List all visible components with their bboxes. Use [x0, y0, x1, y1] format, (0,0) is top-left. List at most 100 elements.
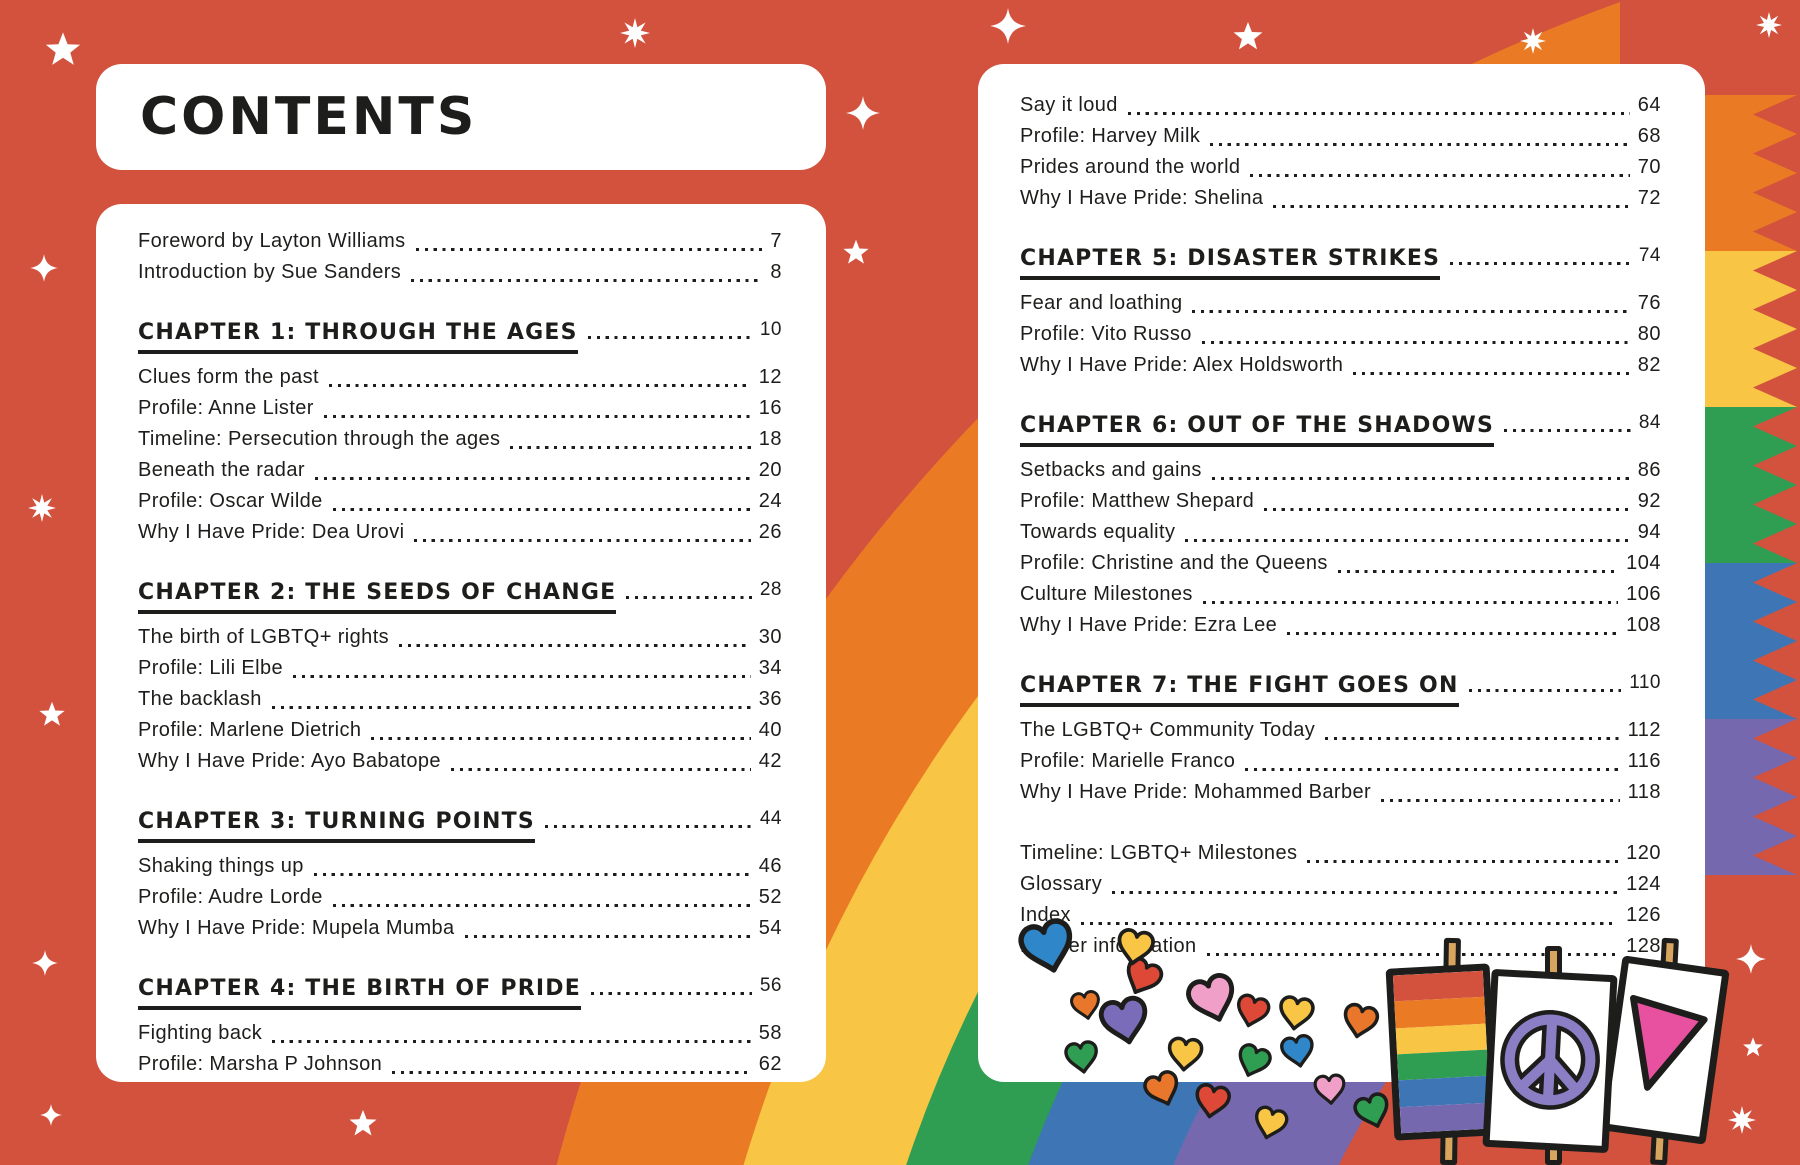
sparkle-icons [28, 8, 1782, 1136]
toc-entry-row: Profile: Matthew Shepard 92 [1020, 486, 1661, 517]
chapter-heading: CHAPTER 7: THE FIGHT GOES ON [1020, 674, 1459, 707]
toc-chapter-row: CHAPTER 5: DISASTER STRIKES 74 [1020, 240, 1661, 280]
star5-sparkle-icon [39, 701, 65, 726]
page-number: 42 [758, 750, 782, 772]
page-number: 110 [1629, 672, 1661, 693]
toc-entry-row: Why I Have Pride: Ezra Lee 108 [1020, 610, 1661, 641]
dotted-leader [1206, 952, 1619, 956]
toc-right-column: Say it loud 64 Profile: Harvey Milk 68 Pride… [1020, 90, 1661, 962]
slim4-sparkle-icon [32, 950, 58, 976]
dotted-leader [1185, 538, 1630, 542]
page-number: 16 [758, 397, 782, 419]
entry-label: Glossary [1020, 873, 1103, 895]
slim4-sparkle-icon [1736, 944, 1766, 974]
page-number: 28 [759, 579, 782, 600]
toc-entry-row: The LGBTQ+ Community Today 112 [1020, 715, 1661, 746]
slim4-sparkle-icon [846, 96, 880, 130]
toc-entry-row: Profile: Anne Lister 16 [138, 393, 782, 424]
page-number: 64 [1637, 94, 1661, 116]
page-number: 108 [1626, 614, 1661, 636]
dotted-leader [1127, 111, 1630, 115]
toc-entry-row: Index 126 [1020, 900, 1661, 931]
dotted-leader [450, 767, 751, 771]
toc-entry-row: Profile: Vito Russo 80 [1020, 319, 1661, 350]
dotted-leader [1080, 921, 1619, 925]
dotted-leader [1245, 767, 1620, 771]
dotted-leader [544, 824, 752, 828]
entry-label: Towards equality [1020, 521, 1176, 543]
page-number: 80 [1637, 323, 1661, 345]
toc-entry-row: Shaking things up 46 [138, 851, 782, 882]
toc-entry-row: Towards equality 94 [1020, 517, 1661, 548]
page-number: 118 [1627, 781, 1661, 803]
toc-entry-row: Why I Have Pride: Mupela Mumba 54 [138, 913, 782, 944]
burst8-sparkle-icon [1520, 28, 1546, 54]
dotted-leader [1264, 507, 1630, 511]
toc-entry-row: Prides around the world 70 [1020, 152, 1661, 183]
toc-chapter-row: CHAPTER 2: THE SEEDS OF CHANGE 28 [138, 574, 782, 614]
dotted-leader [587, 335, 752, 339]
toc-left-card: Foreword by Layton Williams 7 Introduction… [96, 204, 826, 1082]
toc-entry-row: Setbacks and gains 86 [1020, 455, 1661, 486]
dotted-leader [332, 903, 751, 907]
dotted-leader [1337, 569, 1619, 573]
page-number: 86 [1637, 459, 1661, 481]
toc-entry-row: Fear and loathing 76 [1020, 288, 1661, 319]
toc-entry-row: Profile: Marielle Franco 116 [1020, 746, 1661, 777]
dotted-leader [1211, 476, 1630, 480]
dotted-leader [1201, 340, 1630, 344]
page-number: 18 [758, 428, 782, 450]
entry-label: Foreword by Layton Williams [138, 230, 406, 252]
page-number: 128 [1626, 935, 1661, 957]
dotted-leader [1468, 688, 1622, 692]
page-number: 92 [1637, 490, 1661, 512]
toc-entry-row: Why I Have Pride: Alex Holdsworth 82 [1020, 350, 1661, 381]
dotted-leader [1287, 631, 1619, 635]
page-number: 44 [759, 808, 782, 829]
page-number: 72 [1637, 187, 1661, 209]
toc-chapter-row: CHAPTER 6: OUT OF THE SHADOWS 84 [1020, 407, 1661, 447]
dotted-leader [411, 278, 763, 282]
slim4-sparkle-icon [990, 8, 1026, 44]
entry-label: Why I Have Pride: Alex Holdsworth [1020, 354, 1344, 376]
entry-label: Fear and loathing [1020, 292, 1183, 314]
entry-label: Profile: Christine and the Queens [1020, 552, 1328, 574]
toc-entry-row: Further information 128 [1020, 931, 1661, 962]
contents-title-card: CONTENTS [96, 64, 826, 170]
dotted-leader [1192, 309, 1630, 313]
entry-label: Profile: Anne Lister [138, 397, 314, 419]
dotted-leader [1325, 736, 1620, 740]
page-number: 74 [1638, 245, 1661, 266]
dotted-leader [1353, 371, 1630, 375]
dotted-leader [1250, 173, 1630, 177]
page-number: 26 [758, 521, 782, 543]
page-number: 106 [1626, 583, 1661, 605]
toc-entry-row: Profile: Christine and the Queens 104 [1020, 548, 1661, 579]
dotted-leader [1210, 142, 1630, 146]
dotted-leader [272, 1039, 751, 1043]
page-number: 52 [758, 886, 782, 908]
chapter-heading: CHAPTER 1: THROUGH THE AGES [138, 321, 578, 354]
page-number: 8 [770, 261, 782, 283]
page-number: 112 [1627, 719, 1661, 741]
page-number: 40 [758, 719, 782, 741]
star5-sparkle-icon [1743, 1037, 1763, 1057]
entry-label: Profile: Lili Elbe [138, 657, 284, 679]
page-title: CONTENTS [140, 87, 478, 147]
dotted-leader [464, 934, 751, 938]
burst8-sparkle-icon [1728, 1106, 1756, 1134]
entry-label: Introduction by Sue Sanders [138, 261, 402, 283]
page-number: 70 [1637, 156, 1661, 178]
page-number: 116 [1627, 750, 1661, 772]
page-number: 24 [758, 490, 782, 512]
toc-entry-row: Why I Have Pride: Mohammed Barber 118 [1020, 777, 1661, 808]
dotted-leader [323, 414, 751, 418]
toc-right-card: Say it loud 64 Profile: Harvey Milk 68 Pride… [978, 64, 1705, 1082]
page-number: 10 [759, 319, 782, 340]
dotted-leader [392, 1070, 751, 1074]
dotted-leader [1202, 600, 1619, 604]
entry-label: Profile: Oscar Wilde [138, 490, 323, 512]
dotted-leader [271, 705, 751, 709]
entry-label: Profile: Matthew Shepard [1020, 490, 1255, 512]
toc-entry-row: Fighting back 58 [138, 1018, 782, 1049]
